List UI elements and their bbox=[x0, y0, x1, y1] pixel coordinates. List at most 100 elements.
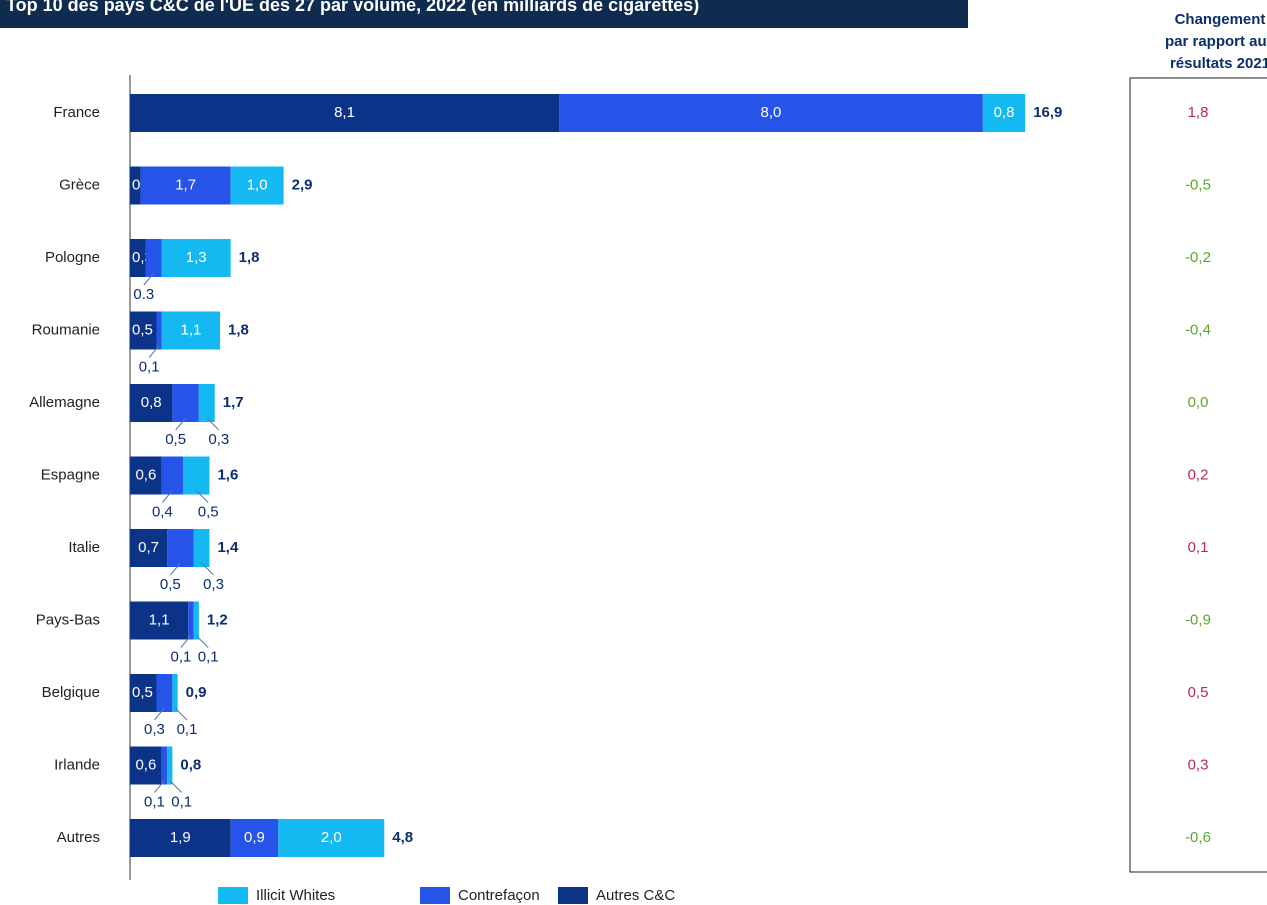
leader-line bbox=[148, 345, 160, 358]
value-label: 2,0 bbox=[321, 829, 342, 846]
change-header: Changement bbox=[1175, 11, 1266, 28]
total-label: 1,6 bbox=[217, 466, 238, 483]
value-label: 0,6 bbox=[135, 466, 156, 483]
change-label: 0,1 bbox=[1188, 539, 1209, 556]
change-header: par rapport aux bbox=[1165, 33, 1267, 50]
bar-segment bbox=[145, 239, 162, 277]
category-label: Roumanie bbox=[32, 321, 100, 338]
bar-segment bbox=[130, 529, 168, 567]
category-label: Allemagne bbox=[29, 394, 100, 411]
bar-segment bbox=[161, 239, 231, 277]
total-label: 1,8 bbox=[228, 321, 249, 338]
total-label: 1,8 bbox=[239, 249, 260, 266]
bar-segment bbox=[156, 311, 162, 350]
category-label: Pologne bbox=[45, 249, 100, 266]
total-label: 1,2 bbox=[207, 611, 228, 628]
bar-segment bbox=[182, 456, 210, 495]
value-label: 0,9 bbox=[244, 829, 265, 846]
bar-segment bbox=[130, 166, 141, 205]
leader-line bbox=[206, 417, 220, 431]
bar-segment bbox=[161, 746, 168, 785]
total-label: 1,7 bbox=[223, 394, 244, 411]
bar-segment bbox=[172, 674, 178, 712]
legend-swatch bbox=[218, 887, 248, 904]
value-label: 0,8 bbox=[994, 104, 1015, 121]
change-label: -0,9 bbox=[1185, 611, 1211, 628]
leader-line bbox=[180, 635, 192, 648]
legend-label: Illicit Whites bbox=[256, 887, 335, 904]
bar-segment bbox=[130, 384, 173, 422]
change-label: -0,4 bbox=[1185, 321, 1211, 338]
chart-title: Top 10 des pays C&C de l'UE des 27 par v… bbox=[6, 0, 699, 15]
leader-line bbox=[143, 272, 155, 286]
bar-segment bbox=[193, 529, 210, 567]
value-label: 0,5 bbox=[132, 684, 153, 701]
value-label: 0,5 bbox=[165, 431, 186, 448]
leader-line bbox=[169, 562, 181, 576]
legend-swatch bbox=[420, 887, 450, 904]
value-label: 0,1 bbox=[171, 793, 192, 810]
leader-line bbox=[195, 490, 209, 503]
value-label: 1,7 bbox=[175, 176, 196, 193]
bar-segment bbox=[130, 674, 157, 712]
change-label: 0,0 bbox=[1188, 394, 1209, 411]
title-banner bbox=[0, 0, 968, 28]
value-label: 0,3 bbox=[208, 431, 229, 448]
change-label: 0,3 bbox=[1188, 756, 1209, 773]
value-label: 0,6 bbox=[135, 756, 156, 773]
value-label: 8,0 bbox=[761, 104, 782, 121]
category-label: Grèce bbox=[59, 176, 100, 193]
category-label: Italie bbox=[68, 539, 100, 556]
bar-segment bbox=[130, 94, 560, 132]
value-label: 1,3 bbox=[186, 249, 207, 266]
change-label: 0,5 bbox=[1188, 684, 1209, 701]
leader-line bbox=[175, 417, 187, 431]
bar-segment bbox=[230, 819, 279, 857]
value-label: 0,3 bbox=[144, 721, 165, 738]
category-label: France bbox=[53, 104, 100, 121]
bar-segment bbox=[198, 384, 215, 422]
value-label: 0,7 bbox=[138, 539, 159, 556]
total-label: 4,8 bbox=[392, 829, 413, 846]
bar-segment bbox=[230, 166, 284, 205]
category-label: Belgique bbox=[42, 684, 100, 701]
value-label: 0,1 bbox=[177, 721, 198, 738]
change-label: -0,2 bbox=[1185, 249, 1211, 266]
category-label: Irlande bbox=[54, 756, 100, 773]
bar-segment bbox=[130, 746, 162, 785]
category-label: Espagne bbox=[41, 466, 100, 483]
change-panel bbox=[1129, 77, 1267, 873]
bar-segment bbox=[130, 239, 146, 277]
legend-label: Autres C&C bbox=[596, 887, 675, 904]
leader-line bbox=[201, 562, 214, 576]
leader-line bbox=[154, 780, 165, 793]
value-label: 8,1 bbox=[334, 104, 355, 121]
category-label: Pays-Bas bbox=[36, 611, 100, 628]
bar-segment bbox=[172, 384, 199, 422]
value-label: 0,1 bbox=[139, 358, 160, 375]
leader-line bbox=[169, 780, 183, 793]
category-label: Autres bbox=[57, 829, 100, 846]
total-label: 0,9 bbox=[186, 684, 207, 701]
bar-segment bbox=[130, 311, 157, 350]
change-label: 0,2 bbox=[1188, 466, 1209, 483]
value-label: 0,1 bbox=[170, 648, 191, 665]
total-label: 16,9 bbox=[1033, 104, 1062, 121]
bar-segment bbox=[982, 94, 1026, 132]
change-label: -0,6 bbox=[1185, 829, 1211, 846]
change-label: 1,8 bbox=[1188, 104, 1209, 121]
legend-label: Contrefaçon bbox=[458, 887, 540, 904]
bar-segment bbox=[193, 601, 199, 640]
change-header: résultats 2021 bbox=[1170, 55, 1267, 72]
total-label: 0,8 bbox=[180, 756, 201, 773]
total-label: 2,9 bbox=[292, 176, 313, 193]
value-label: 0,1 bbox=[198, 648, 219, 665]
value-label: 0,8 bbox=[141, 394, 162, 411]
bar-segment bbox=[130, 601, 189, 640]
bar-segment bbox=[278, 819, 385, 857]
total-label: 1,4 bbox=[217, 539, 239, 556]
change-label: -0,5 bbox=[1185, 176, 1211, 193]
bar-segment bbox=[140, 166, 231, 205]
value-label: 1,9 bbox=[170, 829, 191, 846]
